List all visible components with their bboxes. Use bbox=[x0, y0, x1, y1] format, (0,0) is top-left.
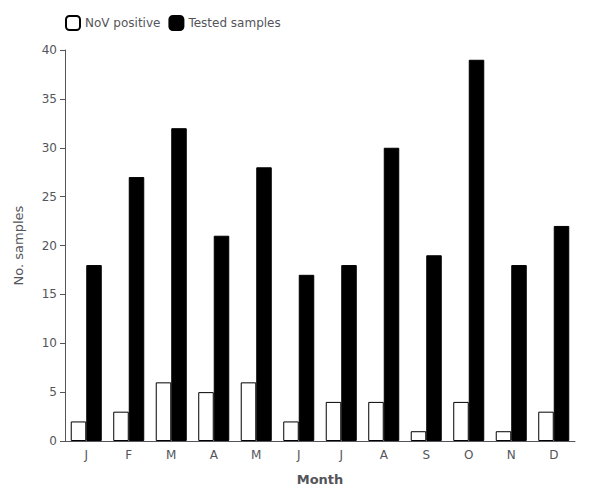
svg-text:D: D bbox=[549, 448, 558, 462]
svg-text:25: 25 bbox=[42, 190, 57, 204]
svg-text:J: J bbox=[296, 448, 301, 462]
svg-text:NoV positive: NoV positive bbox=[85, 16, 160, 30]
svg-text:M: M bbox=[166, 448, 176, 462]
svg-text:Month: Month bbox=[297, 472, 344, 487]
svg-text:J: J bbox=[338, 448, 343, 462]
svg-text:10: 10 bbox=[42, 336, 57, 350]
svg-text:J: J bbox=[83, 448, 88, 462]
svg-text:Tested samples: Tested samples bbox=[187, 16, 280, 30]
svg-text:15: 15 bbox=[42, 287, 57, 301]
svg-text:No. samples: No. samples bbox=[11, 205, 26, 285]
svg-text:40: 40 bbox=[42, 43, 57, 57]
svg-text:35: 35 bbox=[42, 92, 57, 106]
svg-text:A: A bbox=[210, 448, 219, 462]
svg-text:A: A bbox=[380, 448, 389, 462]
svg-text:0: 0 bbox=[49, 434, 57, 448]
svg-text:5: 5 bbox=[49, 385, 57, 399]
svg-text:F: F bbox=[125, 448, 132, 462]
svg-text:O: O bbox=[464, 448, 473, 462]
svg-text:20: 20 bbox=[42, 239, 57, 253]
svg-text:M: M bbox=[251, 448, 261, 462]
svg-text:N: N bbox=[507, 448, 516, 462]
svg-text:30: 30 bbox=[42, 141, 57, 155]
svg-text:S: S bbox=[422, 448, 430, 462]
